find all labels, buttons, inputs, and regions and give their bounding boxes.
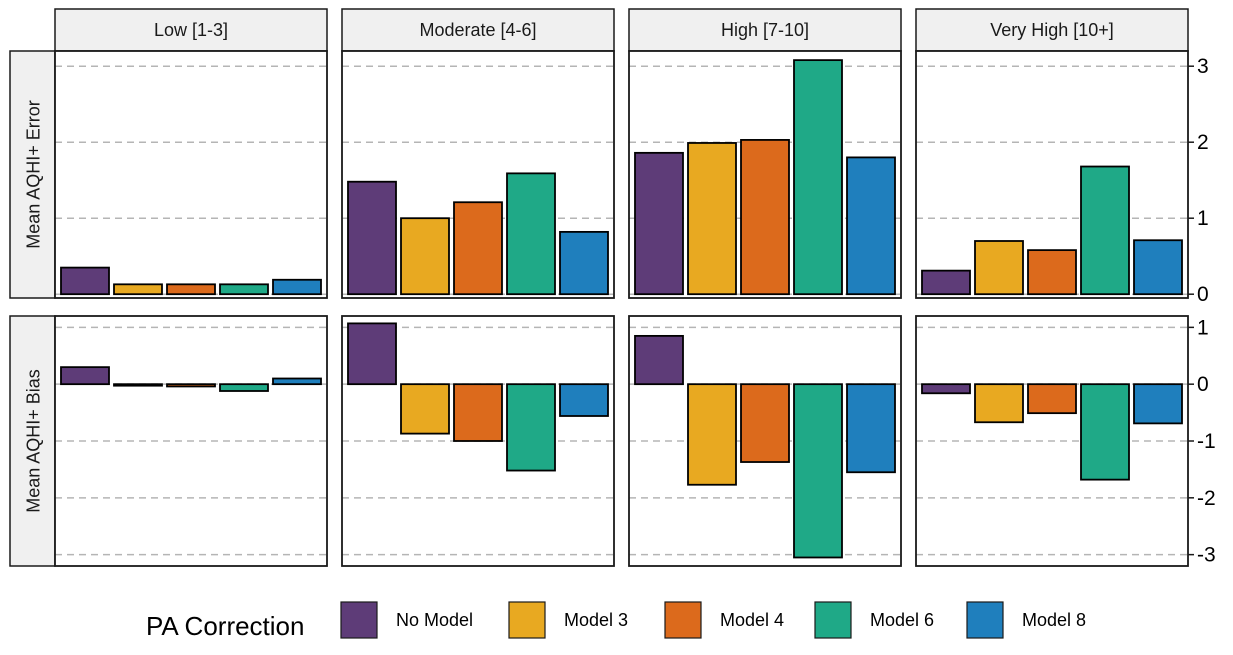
panel-border-1-1 xyxy=(341,315,615,567)
legend-label-3: Model 6 xyxy=(870,610,934,630)
legend-swatch-4 xyxy=(966,601,1004,639)
bar-bias-2-4 xyxy=(846,383,896,474)
bar-error-3-4 xyxy=(1133,239,1183,296)
panel-border-0-0 xyxy=(54,50,328,299)
legend-label-0: No Model xyxy=(396,610,473,630)
bar-error-1-2 xyxy=(453,201,503,296)
panel-border-0-1 xyxy=(341,50,615,299)
bar-bias-2-0 xyxy=(634,334,684,386)
bar-bias-3-2 xyxy=(1027,383,1077,415)
bar-error-2-3 xyxy=(793,59,843,296)
facet-strip-label-3: Very High [10+] xyxy=(990,20,1114,40)
y-tick-label: 3 xyxy=(1197,55,1209,78)
legend-title: PA Correction xyxy=(146,611,304,641)
bar-bias-0-4 xyxy=(272,377,322,386)
legend-swatch-3 xyxy=(814,601,852,639)
y-tick-label: -2 xyxy=(1197,487,1216,510)
facet-strip-label-2: High [7-10] xyxy=(721,20,809,40)
facet-strip-2 xyxy=(628,8,902,52)
y-tick-label: -3 xyxy=(1197,544,1216,567)
legend-label-4: Model 8 xyxy=(1022,610,1086,630)
bar-bias-3-3 xyxy=(1080,383,1130,481)
y-tick-label: 1 xyxy=(1197,207,1209,230)
bar-error-2-2 xyxy=(740,139,790,296)
y-tick-label: 0 xyxy=(1197,373,1209,396)
panel-border-0-2 xyxy=(628,50,902,299)
bar-error-3-2 xyxy=(1027,249,1077,296)
panel-border-1-0 xyxy=(54,315,328,567)
bar-error-2-4 xyxy=(846,156,896,296)
facet-strip-0 xyxy=(54,8,328,52)
legend-swatch-1 xyxy=(508,601,546,639)
bar-error-0-1 xyxy=(113,283,163,296)
bar-error-3-0 xyxy=(921,269,971,296)
bar-error-2-0 xyxy=(634,151,684,296)
bar-bias-1-0 xyxy=(347,322,397,386)
bar-bias-3-1 xyxy=(974,383,1024,424)
bar-bias-2-3 xyxy=(793,383,843,559)
bar-bias-3-0 xyxy=(921,383,971,395)
bar-error-0-2 xyxy=(166,283,216,296)
y-tick-label: 2 xyxy=(1197,131,1209,154)
bar-error-2-1 xyxy=(687,142,737,296)
bar-bias-1-3 xyxy=(506,383,556,472)
row-strip-label-0: Mean AQHI+ Error xyxy=(24,100,44,249)
row-strip-0 xyxy=(9,50,56,299)
legend-label-2: Model 4 xyxy=(720,610,784,630)
y-tick-label: 0 xyxy=(1197,283,1209,306)
row-strip-label-1: Mean AQHI+ Bias xyxy=(24,369,44,513)
row-strip-1 xyxy=(9,315,56,567)
bar-error-1-3 xyxy=(506,172,556,296)
y-tick-label: 1 xyxy=(1197,316,1209,339)
bar-bias-1-4 xyxy=(559,383,609,417)
bar-error-0-0 xyxy=(60,266,110,296)
bar-error-1-0 xyxy=(347,180,397,296)
y-tick-label: -1 xyxy=(1197,430,1216,453)
bar-error-0-3 xyxy=(219,283,269,296)
bar-bias-2-1 xyxy=(687,383,737,486)
panel-border-0-3 xyxy=(915,50,1189,299)
bar-error-3-1 xyxy=(974,240,1024,296)
bar-error-0-4 xyxy=(272,278,322,296)
facet-strip-1 xyxy=(341,8,615,52)
bar-bias-0-1 xyxy=(113,383,163,387)
bar-bias-2-2 xyxy=(740,383,790,463)
legend-label-1: Model 3 xyxy=(564,610,628,630)
bar-bias-0-3 xyxy=(219,383,269,392)
bar-bias-0-0 xyxy=(60,366,110,386)
legend-swatch-0 xyxy=(340,601,378,639)
panel-bg-0-0 xyxy=(55,51,327,298)
bar-error-3-3 xyxy=(1080,165,1130,296)
bar-error-1-4 xyxy=(559,230,609,296)
legend-swatch-2 xyxy=(664,601,702,639)
bar-bias-3-4 xyxy=(1133,383,1183,425)
bar-error-1-1 xyxy=(400,217,450,296)
facet-strip-label-1: Moderate [4-6] xyxy=(419,20,536,40)
bar-bias-1-2 xyxy=(453,383,503,442)
panel-border-1-2 xyxy=(628,315,902,567)
bar-bias-0-2 xyxy=(166,383,216,388)
bar-bias-1-1 xyxy=(400,383,450,435)
facet-strip-3 xyxy=(915,8,1189,52)
facet-strip-label-0: Low [1-3] xyxy=(154,20,228,40)
